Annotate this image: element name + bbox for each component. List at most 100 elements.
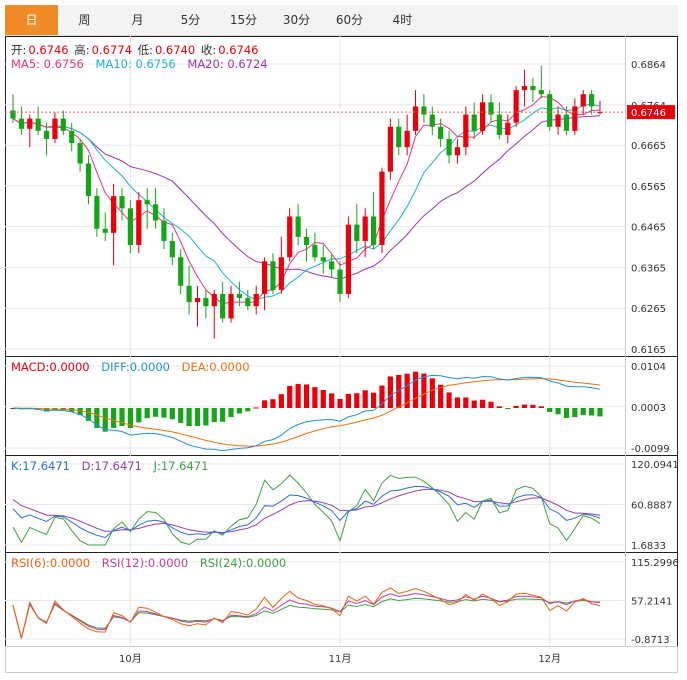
macd-bar xyxy=(94,408,100,428)
candle-down xyxy=(127,208,133,246)
macd-bar xyxy=(236,408,243,414)
open-label: 开: xyxy=(11,43,27,57)
ma20-line xyxy=(12,115,601,280)
candle-up xyxy=(379,171,385,246)
macd-bar xyxy=(194,408,201,426)
candle-down xyxy=(43,130,50,140)
candle-down xyxy=(354,224,360,241)
tab-5[interactable]: 30分 xyxy=(282,13,311,27)
candle-up xyxy=(211,293,217,307)
candle-down xyxy=(396,126,402,148)
macd-bar xyxy=(278,394,284,409)
high-value: 0.6774 xyxy=(91,43,132,57)
macd-bar xyxy=(463,397,469,409)
macd-bar xyxy=(521,404,528,409)
macd-bar xyxy=(530,404,536,409)
macd-bar xyxy=(312,387,318,409)
candle-up xyxy=(505,122,511,135)
tab-3[interactable]: 5分 xyxy=(180,13,201,27)
tab-2[interactable]: 月 xyxy=(131,13,144,27)
macd-bar xyxy=(362,390,368,409)
tab-1[interactable]: 周 xyxy=(78,13,91,27)
macd-bar xyxy=(287,385,293,409)
ma-header: MA5: 0.6756 MA10: 0.6756 MA20: 0.6724 xyxy=(11,57,270,71)
candle-up xyxy=(253,293,259,307)
j-value: J:17.6471 xyxy=(153,459,209,473)
diff-value: DIFF:0.0000 xyxy=(101,360,170,374)
candle-down xyxy=(488,102,494,115)
macd-bar xyxy=(186,408,192,426)
macd-bar xyxy=(496,406,502,409)
macd-bar xyxy=(513,405,519,409)
candle-down xyxy=(496,114,502,135)
macd-bar xyxy=(119,408,125,426)
candle-up xyxy=(27,118,33,129)
macd-bar xyxy=(245,408,251,412)
candle-up xyxy=(194,298,201,303)
dea-value: DEA:0.0000 xyxy=(181,360,250,374)
macd-bar xyxy=(429,378,435,409)
candle-down xyxy=(178,257,184,286)
candle-up xyxy=(513,90,519,123)
candle-up xyxy=(521,86,528,91)
ma5-line xyxy=(12,96,601,305)
macd-bar xyxy=(387,376,393,409)
macd-bar xyxy=(211,408,217,423)
tab-4[interactable]: 15分 xyxy=(229,13,258,27)
price-tick-label: 0.6465 xyxy=(631,223,666,234)
candle-up xyxy=(387,126,393,172)
candle-down xyxy=(10,110,16,119)
macd-bar xyxy=(161,408,167,418)
rsi-tick-label: 115.2996 xyxy=(631,558,678,569)
rsi-tick-label: -0.8713 xyxy=(631,635,670,646)
candle-down xyxy=(245,298,251,307)
rsi12-value: RSI(12):0.0000 xyxy=(101,556,189,570)
period-tab-bar: 日 周 月 5分 15分 30分 60分 4时 xyxy=(5,5,678,36)
k-line xyxy=(12,485,601,539)
close-label: 收: xyxy=(200,43,217,57)
candle-down xyxy=(471,114,477,131)
candle-up xyxy=(454,147,461,156)
candle-up xyxy=(52,118,58,140)
candle-up xyxy=(111,196,117,233)
tab-0[interactable]: 日 xyxy=(5,5,58,35)
macd-bar xyxy=(572,408,578,418)
rsi6-line xyxy=(12,587,601,639)
price-tick-label: 0.6265 xyxy=(631,304,666,315)
macd-bar xyxy=(253,407,259,409)
macd-bar xyxy=(220,408,226,422)
candle-down xyxy=(429,114,435,127)
macd-bar xyxy=(454,397,461,409)
macd-bar xyxy=(85,408,92,421)
candle-down xyxy=(77,143,83,164)
low-value: 0.6740 xyxy=(154,43,196,57)
tab-7[interactable]: 4时 xyxy=(392,13,413,27)
candle-up xyxy=(404,130,410,148)
candle-up xyxy=(480,102,486,131)
macd-bar xyxy=(136,408,142,423)
macd-bar xyxy=(538,406,544,409)
candle-up xyxy=(463,114,469,148)
candle-up xyxy=(345,224,352,294)
candle-down xyxy=(563,114,570,131)
rsi24-value: RSI(24):0.0000 xyxy=(199,556,287,570)
candle-down xyxy=(446,139,452,156)
kline-chart-svg[interactable]: 0.68640.67640.66650.65650.64650.63650.62… xyxy=(5,36,678,673)
macd-bar xyxy=(261,400,268,409)
macd-bar xyxy=(404,373,410,409)
macd-bar xyxy=(589,408,595,416)
macd-bar xyxy=(127,408,133,429)
date-tick-label: 10月 xyxy=(119,653,142,665)
macd-bar xyxy=(580,408,586,416)
candle-up xyxy=(136,200,142,246)
candle-down xyxy=(161,220,167,241)
macd-bar xyxy=(329,393,335,409)
macd-bar xyxy=(370,392,377,409)
candle-down xyxy=(530,86,536,91)
rsi-tick-label: 57.2141 xyxy=(631,597,672,608)
diff-line xyxy=(12,374,601,452)
candle-down xyxy=(370,216,377,246)
tab-6[interactable]: 60分 xyxy=(335,13,364,27)
ma10-value: MA10: 0.6756 xyxy=(95,57,176,71)
macd-tick-label: 0.0104 xyxy=(631,362,666,373)
